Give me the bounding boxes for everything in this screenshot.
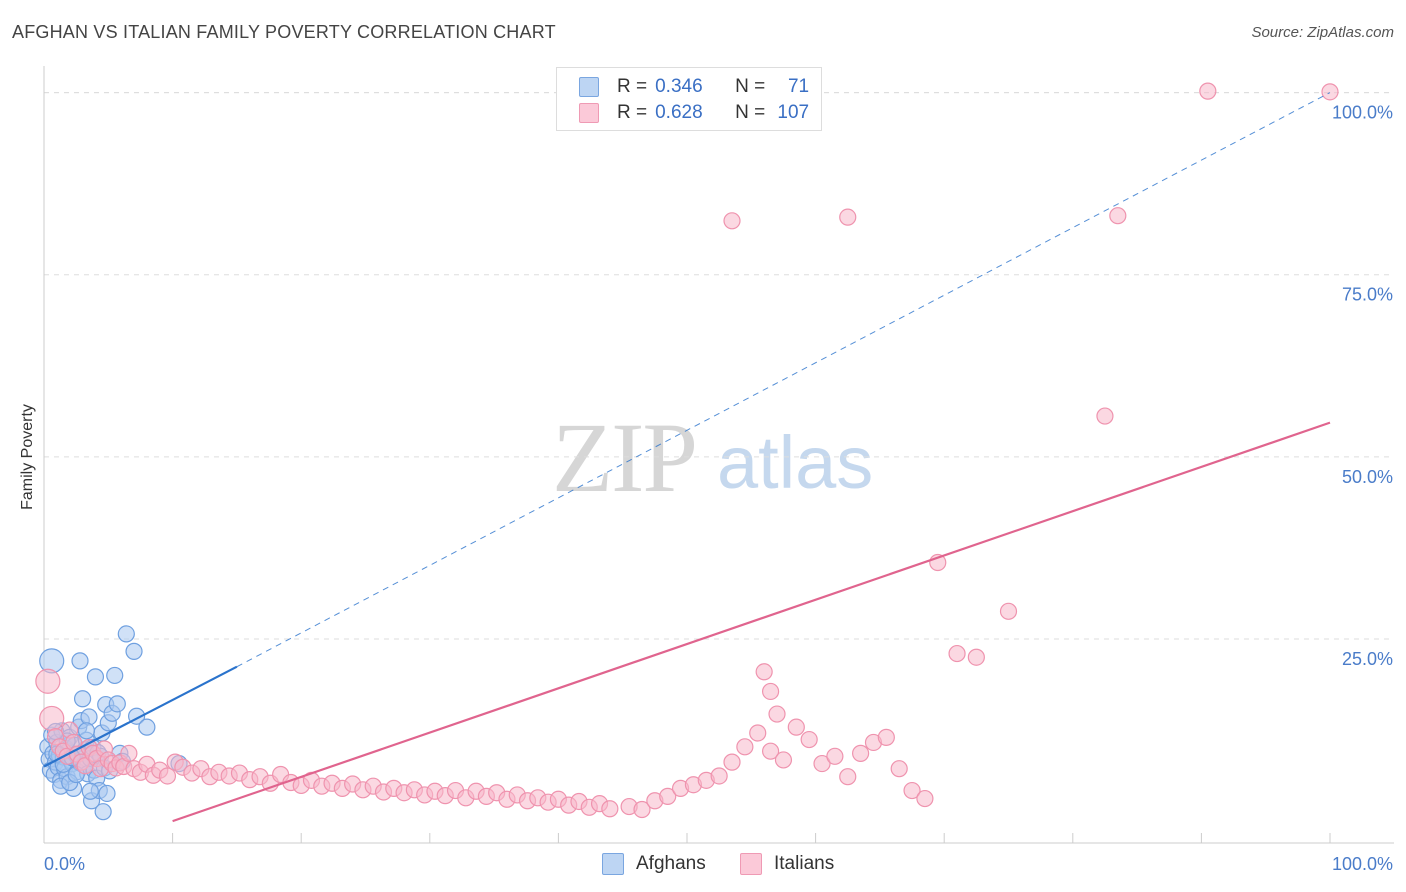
italians-point — [813, 754, 831, 773]
italians-point — [890, 760, 908, 778]
correlation-legend: R = 0.346 N = 71 R = 0.628 N = 107 — [556, 67, 822, 131]
afghans-legend-label: Afghans — [636, 853, 706, 874]
afghans-point — [106, 666, 124, 685]
grid-layer — [44, 92, 1394, 640]
afghans-legend-swatch — [602, 853, 624, 875]
watermark-atlas: atlas — [717, 421, 874, 504]
afghans-point — [80, 708, 98, 726]
chart-title: AFGHAN VS ITALIAN FAMILY POVERTY CORRELA… — [12, 22, 556, 42]
italians-point — [755, 663, 773, 681]
legend-row-italians: R = 0.628 N = 107 — [579, 101, 809, 125]
trend-layer — [43, 92, 1331, 823]
series-legend-afghans: Afghans — [602, 852, 706, 876]
italians-point — [800, 730, 818, 749]
italians-point — [999, 602, 1018, 620]
italians-point — [633, 800, 651, 819]
y-tick-label: 25.0% — [1342, 649, 1393, 669]
italians-point — [948, 644, 966, 663]
afghans-point — [86, 668, 105, 686]
italians-n-label: N = — [735, 102, 766, 123]
y-axis-label: Family Poverty — [19, 404, 36, 510]
y-tick-label: 50.0% — [1342, 467, 1393, 487]
afghans-point — [73, 690, 92, 708]
afghans-trend-extension — [236, 92, 1331, 668]
y-tick-label: 100.0% — [1332, 103, 1393, 123]
afghans-point — [125, 642, 143, 660]
italians-point — [768, 705, 786, 723]
x-tick-label: 100.0% — [1332, 854, 1393, 874]
italians-point — [659, 787, 677, 805]
afghans-trend-line — [43, 665, 238, 768]
italians-trend-line — [172, 421, 1331, 823]
italians-point — [120, 744, 138, 762]
source-credit: Source: ZipAtlas.com — [1251, 24, 1394, 41]
afghans-point — [108, 695, 126, 713]
italians-point — [761, 742, 780, 760]
italians-point — [1109, 207, 1127, 225]
italians-point — [1321, 83, 1339, 101]
italians-point — [761, 682, 780, 701]
italians-point — [967, 648, 985, 666]
italians-legend-label: Italians — [774, 853, 835, 874]
y-tick-label: 75.0% — [1342, 285, 1393, 305]
afghans-point — [138, 718, 156, 736]
afghans-point — [117, 625, 135, 643]
italians-legend-swatch — [740, 853, 762, 875]
afghans-n-label: N = — [735, 76, 766, 97]
italians-point — [35, 668, 61, 694]
afghans-point — [77, 722, 96, 740]
afghans-point — [71, 652, 89, 670]
tick-layer: 25.0% 50.0% 75.0% 100.0% 0.0% 100.0% — [44, 103, 1393, 874]
italians-point — [839, 768, 857, 786]
afghans-r-label: R = — [617, 76, 648, 97]
watermark-zip: ZIP — [552, 402, 698, 513]
italians-r-value: 0.628 — [655, 102, 703, 123]
afghans-n-value: 71 — [787, 76, 810, 97]
afghans-point — [98, 784, 116, 803]
italians-point — [749, 724, 767, 742]
afghans-r-value: 0.346 — [655, 76, 703, 97]
italians-n-value: 107 — [777, 102, 810, 123]
italians-point — [736, 738, 754, 756]
italians-swatch — [579, 103, 599, 123]
axis-layer — [43, 66, 1394, 844]
italians-point — [158, 767, 177, 785]
x-tick-label: 0.0% — [44, 854, 85, 874]
italians-r-label: R = — [617, 102, 648, 123]
italians-point — [916, 789, 934, 808]
italians-point — [826, 747, 844, 765]
afghans-point — [39, 648, 65, 674]
series-legend-italians: Italians — [740, 852, 834, 876]
italians-point — [1199, 82, 1217, 100]
legend-row-afghans: R = 0.346 N = 71 — [579, 75, 809, 99]
italians-point — [601, 800, 619, 818]
italians-point — [903, 781, 921, 800]
italians-points — [35, 82, 1339, 819]
italians-point — [1096, 407, 1114, 425]
italians-point — [774, 751, 793, 769]
afghans-point — [94, 803, 112, 821]
italians-point — [39, 705, 65, 732]
italians-point — [723, 212, 741, 230]
italians-point — [877, 728, 895, 746]
italians-point — [852, 744, 870, 762]
italians-point — [723, 753, 741, 771]
afghans-point — [81, 782, 99, 800]
italians-point — [839, 208, 857, 226]
italians-point — [787, 718, 805, 736]
afghans-swatch — [579, 77, 599, 97]
italians-point — [710, 767, 728, 785]
